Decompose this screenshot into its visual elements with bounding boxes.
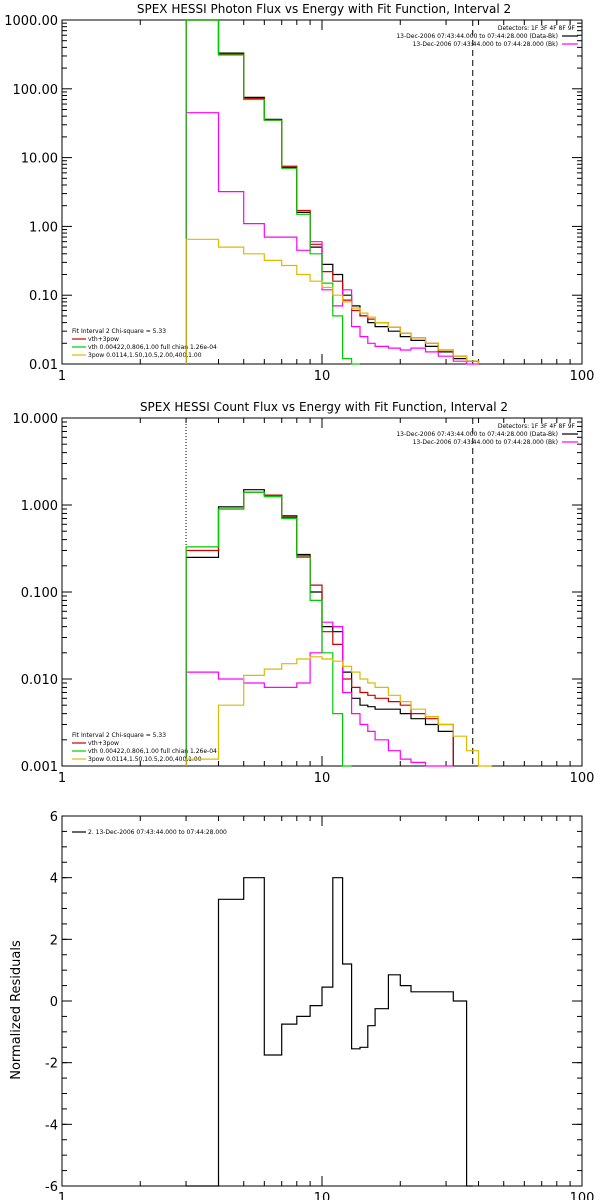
y-tick-label: 6 (50, 810, 58, 825)
legend-detectors: Detectors: 1F 3F 4F 8F 9F (498, 423, 576, 430)
x-tick-label: 100 (570, 1191, 595, 1200)
legend-fit-interval: Fit Interval 2 Chi-square = 5.33 (72, 328, 166, 335)
residuals-chart: Normalized Residuals 2. 13-Dec-2006 07:4… (9, 810, 594, 1200)
legend-vth-params: vth 0.00422,0.806,1.00 full chian 1.26e-… (88, 344, 217, 351)
photon-flux-chart: SPEX HESSI Photon Flux vs Energy with Fi… (4, 2, 594, 384)
y-tick-label: 1.000 (21, 499, 58, 514)
legend-bk: 13-Dec-2006 07:43:44.000 to 07:44:28.000… (413, 41, 558, 48)
series-4-histogram (185, 656, 492, 767)
chart-title: SPEX HESSI Count Flux vs Energy with Fit… (140, 400, 508, 414)
x-tick-label: 1 (58, 369, 66, 384)
y-axis-label: Normalized Residuals (9, 940, 24, 1080)
y-tick-label: -2 (45, 1057, 58, 1072)
y-tick-label: 0.010 (21, 673, 58, 688)
y-tick-label: 0.001 (21, 760, 58, 775)
legend-fit-function: vth+3pow (88, 740, 119, 747)
y-tick-label: 10.00 (21, 152, 58, 167)
legend-fit-function: vth+3pow (88, 336, 119, 343)
chart-title: SPEX HESSI Photon Flux vs Energy with Fi… (137, 2, 511, 16)
x-tick-label: 10 (314, 369, 331, 384)
series-3-histogram (185, 19, 360, 365)
y-tick-label: 10.000 (13, 412, 59, 427)
x-tick-label: 100 (570, 369, 595, 384)
series-4-histogram (185, 238, 480, 364)
series-2-histogram (185, 112, 479, 365)
legend-3pow-params: 3pow 0.0114,1.50,10.5,2.00,400,1.00 (88, 756, 202, 763)
series-1-histogram (185, 491, 454, 766)
series-2-histogram (185, 621, 454, 767)
count-flux-chart: SPEX HESSI Count Flux vs Energy with Fit… (13, 400, 595, 786)
series-3-histogram (185, 491, 352, 767)
legend-data-bk: 13-Dec-2006 07:43:44.000 to 07:44:28.000… (396, 33, 558, 40)
series-0-histogram (185, 19, 480, 364)
legend-vth-params: vth 0.00422,0.806,1.00 full chian 1.26e-… (88, 748, 217, 755)
series-0-histogram (185, 489, 454, 766)
x-tick-label: 100 (570, 771, 595, 786)
y-tick-label: 0.100 (21, 586, 58, 601)
legend-data-bk: 13-Dec-2006 07:43:44.000 to 07:44:28.000… (396, 431, 558, 438)
y-tick-label: -4 (45, 1118, 58, 1133)
y-tick-label: 0 (50, 995, 58, 1010)
legend-bk: 13-Dec-2006 07:43:44.000 to 07:44:28.000… (413, 439, 558, 446)
series-0-histogram (186, 877, 473, 1187)
y-tick-label: -6 (45, 1180, 58, 1195)
y-tick-label: 1000.00 (4, 14, 58, 29)
legend-fit-interval: Fit Interval 2 Chi-square = 5.33 (72, 732, 166, 739)
y-tick-label: 4 (50, 872, 58, 887)
plot-frame (61, 19, 583, 365)
y-tick-label: 2 (50, 933, 58, 948)
x-tick-label: 1 (58, 771, 66, 786)
legend-3pow-params: 3pow 0.0114,1.50,10.5,2.00,400,1.00 (88, 352, 202, 359)
legend-interval: 2. 13-Dec-2006 07:43:44.000 to 07:44:28.… (88, 829, 227, 836)
x-tick-label: 1 (58, 1191, 66, 1200)
y-tick-label: 0.10 (29, 289, 58, 304)
y-tick-label: 1.00 (29, 220, 58, 235)
y-tick-label: 100.00 (13, 83, 59, 98)
legend-detectors: Detectors: 1F 3F 4F 8F 9F (498, 25, 576, 32)
x-tick-label: 10 (314, 1191, 331, 1200)
y-tick-label: 0.01 (29, 358, 58, 373)
x-tick-label: 10 (314, 771, 331, 786)
